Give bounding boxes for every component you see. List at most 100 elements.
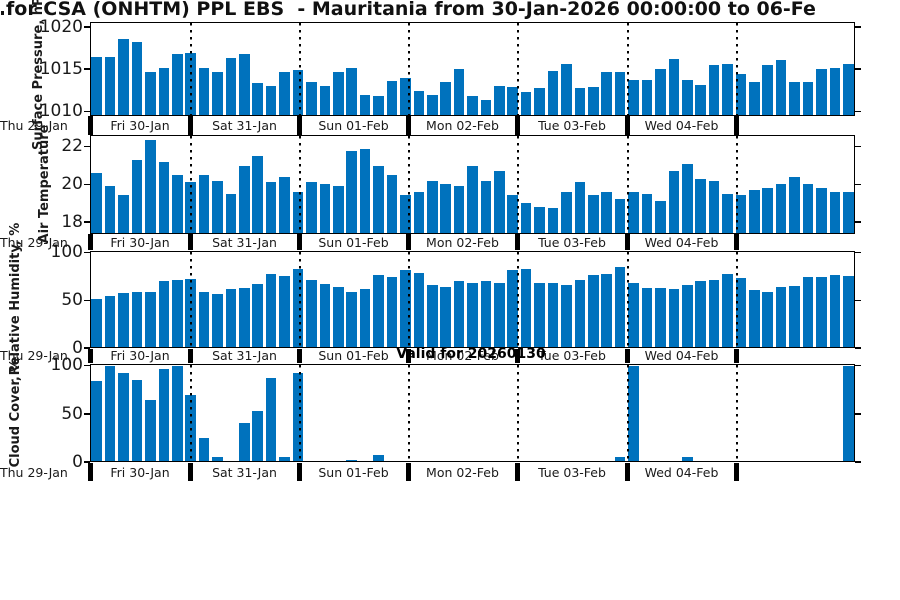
surface-pressure-bar (386, 80, 398, 115)
surface-pressure-bar (332, 71, 344, 115)
day-gridline (299, 364, 301, 461)
air-temperature-bar (722, 193, 733, 233)
y-tick-mark (855, 364, 861, 367)
relative-humidity-bar (386, 276, 398, 347)
relative-humidity-bar (373, 274, 384, 347)
surface-pressure-bar (400, 78, 411, 115)
day-label: Sat 31-Jan (212, 234, 277, 250)
y-tick-mark (84, 26, 90, 28)
air-temperature-bar (225, 193, 237, 233)
day-tick-mark (296, 116, 302, 135)
relative-humidity-bar (775, 287, 787, 347)
air-temperature-bar (386, 174, 398, 233)
y-tick-mark (84, 299, 90, 301)
surface-pressure-bar (668, 59, 680, 115)
relative-humidity-bar (695, 280, 706, 347)
day-gridline (627, 251, 629, 347)
day-gridline (190, 23, 192, 115)
air-temperature-bar (279, 176, 290, 233)
y-tick-label: 100 (50, 355, 83, 376)
day-gridline (190, 364, 192, 461)
panel-air-temperature (90, 135, 855, 234)
relative-humidity-bar (292, 269, 304, 347)
relative-humidity-bar (708, 279, 720, 347)
relative-humidity-bar (198, 291, 210, 347)
air-temperature-bar (453, 186, 465, 233)
cloud-cover-bar (118, 373, 129, 461)
day-label: Tue 03-Feb (538, 117, 606, 133)
y-tick-mark (855, 221, 861, 223)
relative-humidity-bar (252, 284, 264, 347)
surface-pressure-bar (171, 53, 183, 115)
surface-pressure-bar (252, 83, 264, 115)
air-temperature-bar (158, 161, 170, 233)
surface-pressure-bar (708, 65, 720, 115)
relative-humidity-bar (145, 291, 156, 347)
relative-humidity-bar (346, 291, 357, 347)
air-temperature-bar (655, 200, 666, 233)
surface-pressure-bar (520, 92, 532, 115)
day-tick-mark (405, 116, 411, 135)
day-tick-mark (733, 116, 739, 135)
y-tick-mark (84, 110, 90, 112)
y-tick-label: 20 (61, 174, 83, 195)
surface-pressure-bar (225, 57, 237, 115)
day-tick-mark (405, 462, 411, 481)
y-tick-mark (84, 183, 90, 185)
air-temperature-bar (695, 178, 706, 233)
y-tick-label: 22 (61, 136, 83, 157)
air-temperature-bar (346, 150, 357, 233)
cloud-cover-bar (842, 366, 854, 461)
surface-pressure-bar (467, 95, 478, 115)
relative-humidity-bar (816, 276, 827, 347)
air-temperature-bar (534, 206, 545, 233)
surface-pressure-bar (762, 65, 774, 115)
surface-pressure-bar (561, 64, 572, 115)
relative-humidity-bar (641, 288, 653, 347)
relative-humidity-bar (265, 273, 277, 347)
surface-pressure-bar (239, 54, 250, 115)
relative-humidity-bar (279, 275, 290, 347)
relative-humidity-bar (306, 279, 317, 347)
air-temperature-bar (171, 174, 183, 233)
relative-humidity-bar (628, 283, 639, 347)
day-label: Mon 02-Feb (426, 348, 499, 364)
surface-pressure-bar (292, 70, 304, 115)
relative-humidity-bar (520, 269, 532, 347)
surface-pressure-bar (453, 69, 465, 115)
day-tick-mark (87, 234, 93, 250)
relative-humidity-bar (453, 280, 465, 347)
surface-pressure-bar (104, 56, 116, 115)
air-temperature-bar (131, 160, 143, 233)
relative-humidity-bar (480, 281, 492, 347)
day-gridline (517, 23, 519, 115)
day-gridline (408, 23, 410, 115)
relative-humidity-bar (158, 281, 170, 347)
relative-humidity-bar (842, 275, 854, 347)
day-tick-mark (733, 462, 739, 481)
relative-humidity-bar (131, 291, 143, 347)
day-label: Fri 30-Jan (110, 348, 170, 364)
air-temperature-bar (239, 165, 250, 233)
air-temperature-bar (601, 191, 612, 233)
y-tick-label: 100 (50, 242, 83, 263)
y-tick-mark (84, 145, 90, 148)
air-temperature-bar (749, 189, 760, 233)
cloud-cover-bar (171, 366, 183, 461)
y-tick-label: 1020 (39, 17, 83, 38)
y-tick-mark (84, 413, 90, 415)
y-tick-mark (855, 347, 861, 349)
day-label: Sun 01-Feb (318, 464, 389, 480)
cloud-cover-bar (292, 373, 304, 461)
y-tick-mark (855, 110, 861, 112)
relative-humidity-bar (467, 283, 478, 347)
air-temperature-bar (494, 171, 505, 233)
surface-pressure-bar (480, 99, 492, 115)
relative-humidity-bar (319, 284, 331, 347)
day-label: Wed 04-Feb (644, 348, 719, 364)
relative-humidity-bar (225, 288, 237, 347)
air-temperature-bar (292, 191, 304, 233)
day-tick-mark (624, 462, 630, 481)
air-temperature-bar (252, 156, 264, 233)
air-temperature-bar (212, 180, 223, 233)
